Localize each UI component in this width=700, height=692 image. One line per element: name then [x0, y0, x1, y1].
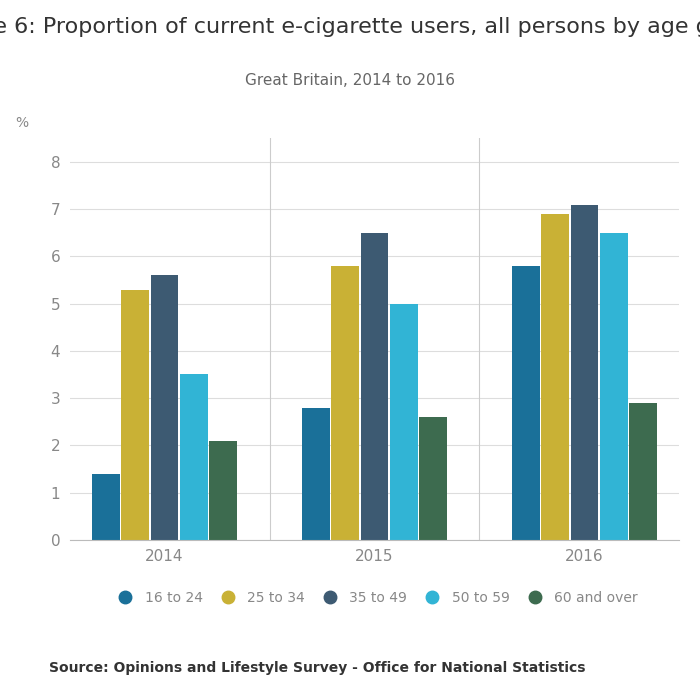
- Legend: 16 to 24, 25 to 34, 35 to 49, 50 to 59, 60 and over: 16 to 24, 25 to 34, 35 to 49, 50 to 59, …: [107, 587, 642, 609]
- Bar: [360, 233, 388, 540]
- Bar: [209, 441, 237, 540]
- Bar: [629, 403, 657, 540]
- Bar: [92, 473, 120, 540]
- Bar: [302, 408, 330, 540]
- Bar: [600, 233, 628, 540]
- Bar: [541, 214, 569, 540]
- Text: %: %: [15, 116, 28, 130]
- Bar: [390, 304, 418, 540]
- Text: Great Britain, 2014 to 2016: Great Britain, 2014 to 2016: [245, 73, 455, 88]
- Bar: [180, 374, 208, 540]
- Bar: [570, 205, 598, 540]
- Bar: [121, 289, 149, 540]
- Bar: [512, 266, 540, 540]
- Bar: [331, 266, 359, 540]
- Text: Figure 6: Proportion of current e-cigarette users, all persons by age group: Figure 6: Proportion of current e-cigare…: [0, 17, 700, 37]
- Text: Source: Opinions and Lifestyle Survey - Office for National Statistics: Source: Opinions and Lifestyle Survey - …: [49, 661, 585, 675]
- Bar: [419, 417, 447, 540]
- Bar: [150, 275, 178, 540]
